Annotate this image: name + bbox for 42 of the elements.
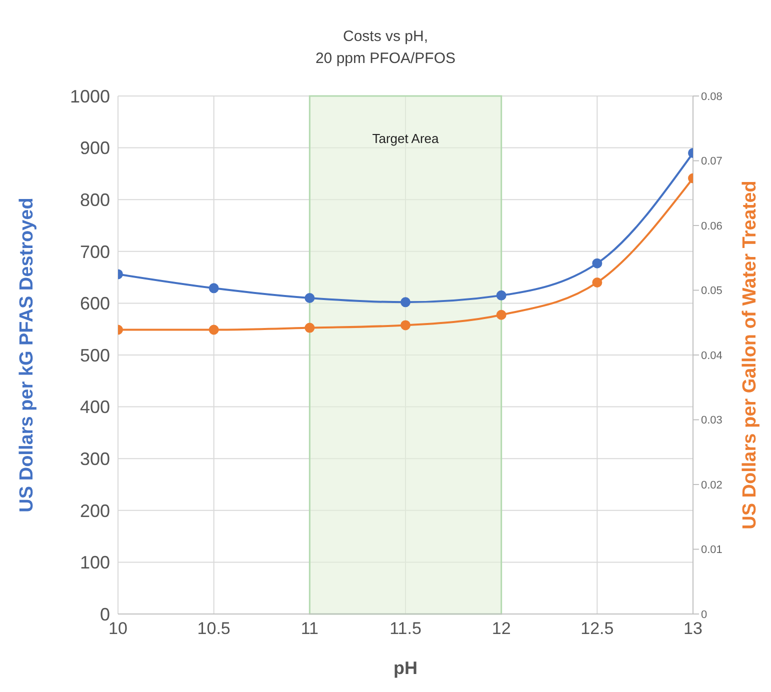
point: [208, 324, 219, 335]
point: [208, 283, 219, 294]
point: [496, 310, 506, 320]
y-tick-label: 600: [80, 294, 110, 314]
point: [304, 322, 315, 333]
y2-tick-label: 0.07: [701, 156, 722, 168]
point: [592, 277, 602, 288]
x-tick-label: 11.5: [390, 619, 422, 638]
y-tick-label: 100: [80, 552, 110, 573]
y2-axis-title: US Dollars per Gallon of Water Treated: [740, 180, 761, 530]
y-tick-label: 1000: [70, 86, 110, 106]
point: [496, 290, 506, 300]
y-tick-label: 700: [80, 242, 110, 262]
y2-tick-label: 0.04: [701, 350, 722, 362]
y2-tick-label: 0.02: [701, 479, 722, 492]
x-tick-label: 12.5: [580, 619, 614, 638]
y2-tick-label: 0.03: [701, 414, 722, 427]
point: [400, 320, 410, 330]
y2-tick-label: 0.01: [701, 544, 722, 556]
band-label: Target Area: [372, 131, 440, 146]
chart-title: Costs vs pH, 20 ppm PFOA/PFOS: [314, 27, 457, 69]
x-tick-label: 13: [684, 619, 702, 638]
y-tick-label: 500: [80, 345, 110, 366]
y2-tick-label: 0.08: [701, 90, 722, 103]
point: [592, 258, 602, 268]
y-tick-label: 400: [80, 397, 110, 418]
x-tick-label: 10.5: [197, 619, 230, 638]
x-tick-label: 11: [300, 619, 318, 638]
y-tick-label: 800: [80, 190, 110, 210]
y-tick-label: 0: [100, 604, 110, 624]
y2-tick-label: 0.06: [701, 220, 722, 232]
x-tick-label: 12: [492, 619, 511, 638]
x-tick-label: 10: [108, 619, 128, 638]
y2-tick-label: 0.05: [701, 285, 722, 298]
y-tick-label: 200: [80, 500, 110, 521]
point: [304, 293, 315, 304]
y-axis-title: US Dollars per kG PFAS Destroyed: [16, 198, 38, 512]
point: [400, 297, 410, 308]
y-tick-label: 900: [80, 138, 110, 158]
y-tick-label: 300: [80, 448, 110, 469]
y2-tick-label: 0: [701, 608, 708, 621]
x-axis-title: pH: [394, 658, 418, 678]
